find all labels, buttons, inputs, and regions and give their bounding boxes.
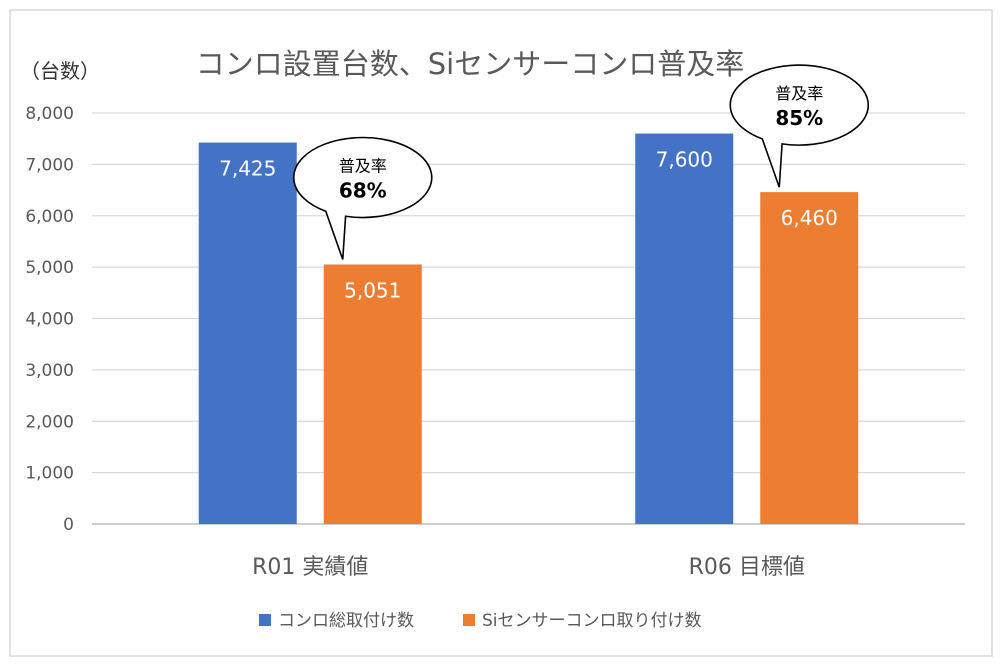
bar	[760, 192, 859, 524]
bar-value-label: 7,425	[219, 157, 276, 181]
y-tick-label: 8,000	[25, 104, 74, 124]
bar	[198, 142, 297, 524]
bars: 7,425 5,051 7,600 6,460	[198, 133, 859, 525]
bar-value-label: 5,051	[344, 279, 401, 303]
x-tick-label: R01 実績値	[252, 555, 368, 580]
y-tick-label: 4,000	[25, 310, 74, 330]
callouts: 普及率 68% 普及率 85%	[292, 64, 870, 260]
callout-bubble: 普及率 85%	[729, 64, 870, 188]
callout-shape	[729, 64, 870, 188]
x-tick-label: R06 目標値	[689, 555, 805, 580]
callout-value: 68%	[339, 179, 387, 203]
legend-item: コンロ総取付け数	[259, 611, 414, 631]
bar	[323, 264, 422, 524]
y-axis-ticks: 0 1,000 2,000 3,000 4,000 5,000 6,000 7,000 8,00…	[25, 104, 74, 535]
y-tick-label: 7,000	[25, 155, 74, 175]
y-axis-label: （台数）	[20, 59, 100, 83]
y-tick-label: 3,000	[25, 361, 74, 381]
legend-swatch	[463, 614, 475, 626]
legend-swatch	[259, 614, 271, 626]
y-tick-label: 2,000	[25, 412, 74, 432]
y-tick-label: 0	[63, 515, 74, 535]
bar	[635, 133, 734, 525]
bar-value-label: 7,600	[656, 148, 713, 172]
legend-label: Siセンサーコンロ取り付け数	[482, 611, 702, 631]
y-tick-label: 1,000	[25, 464, 74, 484]
bar-value-label: 6,460	[781, 206, 838, 230]
legend-label: コンロ総取付け数	[278, 611, 414, 631]
chart-title: コンロ設置台数、Siセンサーコンロ普及率	[196, 47, 744, 81]
y-tick-label: 5,000	[25, 258, 74, 278]
y-tick-label: 6,000	[25, 207, 74, 227]
legend: コンロ総取付け数 Siセンサーコンロ取り付け数	[259, 611, 702, 631]
callout-value: 85%	[775, 106, 823, 130]
callout-label: 普及率	[339, 157, 387, 176]
callout-shape	[292, 136, 433, 260]
legend-item: Siセンサーコンロ取り付け数	[463, 611, 702, 631]
x-axis-ticks: R01 実績値 R06 目標値	[252, 555, 805, 580]
callout-bubble: 普及率 68%	[292, 136, 433, 260]
callout-label: 普及率	[775, 84, 823, 103]
